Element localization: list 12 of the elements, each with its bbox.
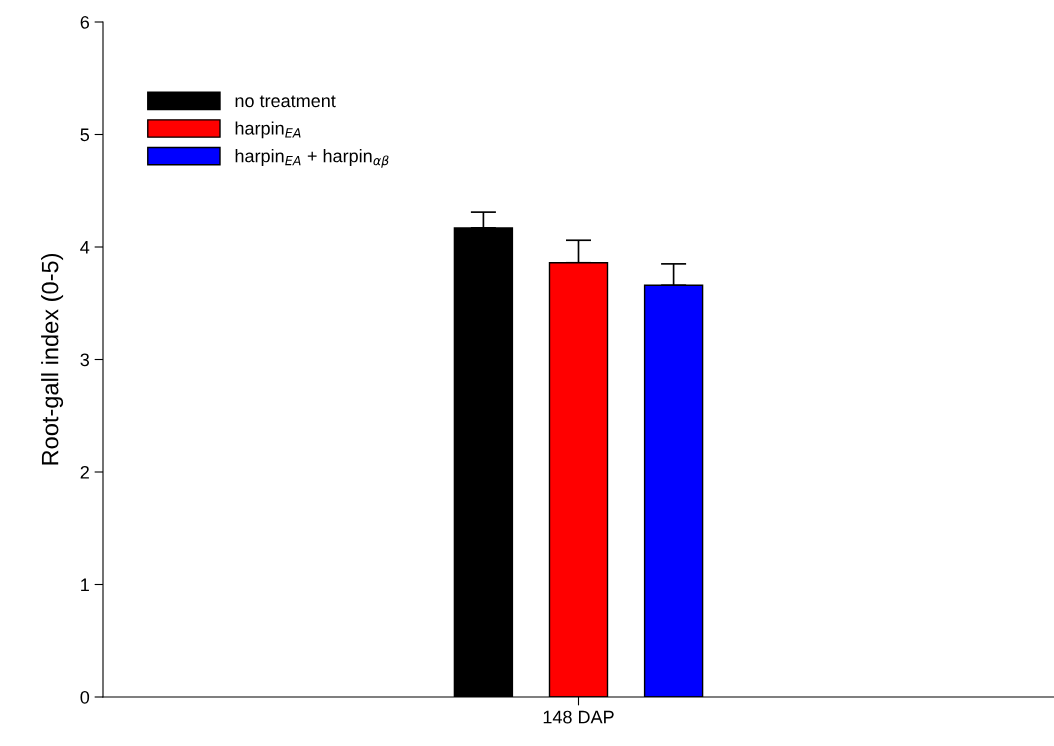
y-tick-label: 6 (80, 15, 90, 29)
y-tick-label: 3 (80, 353, 90, 367)
y-tick-label: 5 (80, 128, 90, 142)
legend-label: harpin$_{EA}$ + harpin$_{αβ}$ (235, 149, 389, 168)
y-tick-label: 2 (80, 465, 89, 479)
y-tick-label: 4 (80, 241, 90, 254)
legend-label: harpin$_{EA}$ (235, 121, 301, 139)
y-axis-title: Root-gall index (0-5) (41, 254, 64, 465)
y-tick-label: 0 (80, 690, 90, 704)
legend-label: no treatment (235, 95, 336, 108)
y-tick-label: 1 (81, 578, 89, 592)
x-tick-label: 148 DAP (543, 710, 614, 724)
